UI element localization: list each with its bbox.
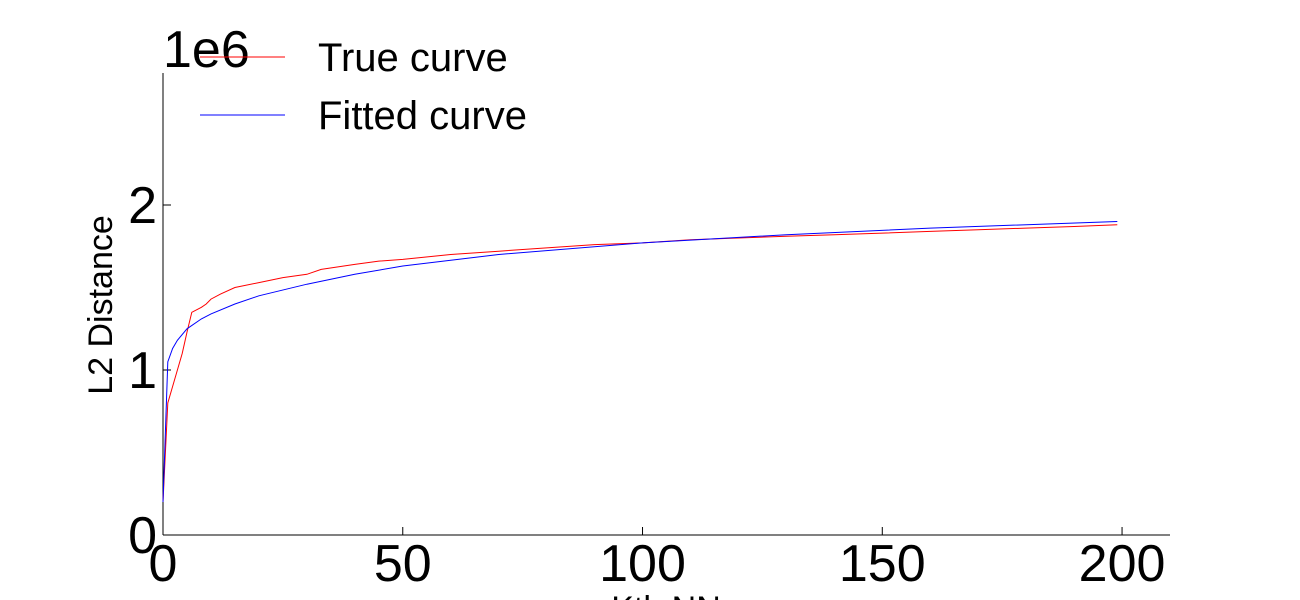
series-line-fitted-curve [162, 221, 1118, 503]
legend: True curve Fitted curve [200, 36, 527, 138]
series [162, 221, 1118, 503]
ticks: 0 50 100 150 200 0 1 2 [128, 177, 1165, 593]
y-tick-label-0: 0 [128, 507, 157, 565]
y-tick-label-2: 2 [128, 177, 157, 235]
x-tick-label-0: 0 [149, 535, 178, 593]
x-tick-label-150: 150 [839, 535, 926, 593]
y-axis-title: L2 Distance [82, 215, 120, 395]
x-tick-label-100: 100 [599, 535, 686, 593]
series-line-true-curve [162, 224, 1118, 503]
y-tick-label-1: 1 [128, 342, 157, 400]
y-axis-multiplier: 1e6 [163, 21, 250, 79]
x-axis-title: Kth NN [611, 590, 721, 600]
x-tick-label-200: 200 [1079, 535, 1166, 593]
legend-label-true-curve: True curve [318, 36, 508, 80]
legend-label-fitted-curve: Fitted curve [318, 94, 527, 138]
axes [162, 73, 1170, 536]
x-tick-label-50: 50 [374, 535, 432, 593]
